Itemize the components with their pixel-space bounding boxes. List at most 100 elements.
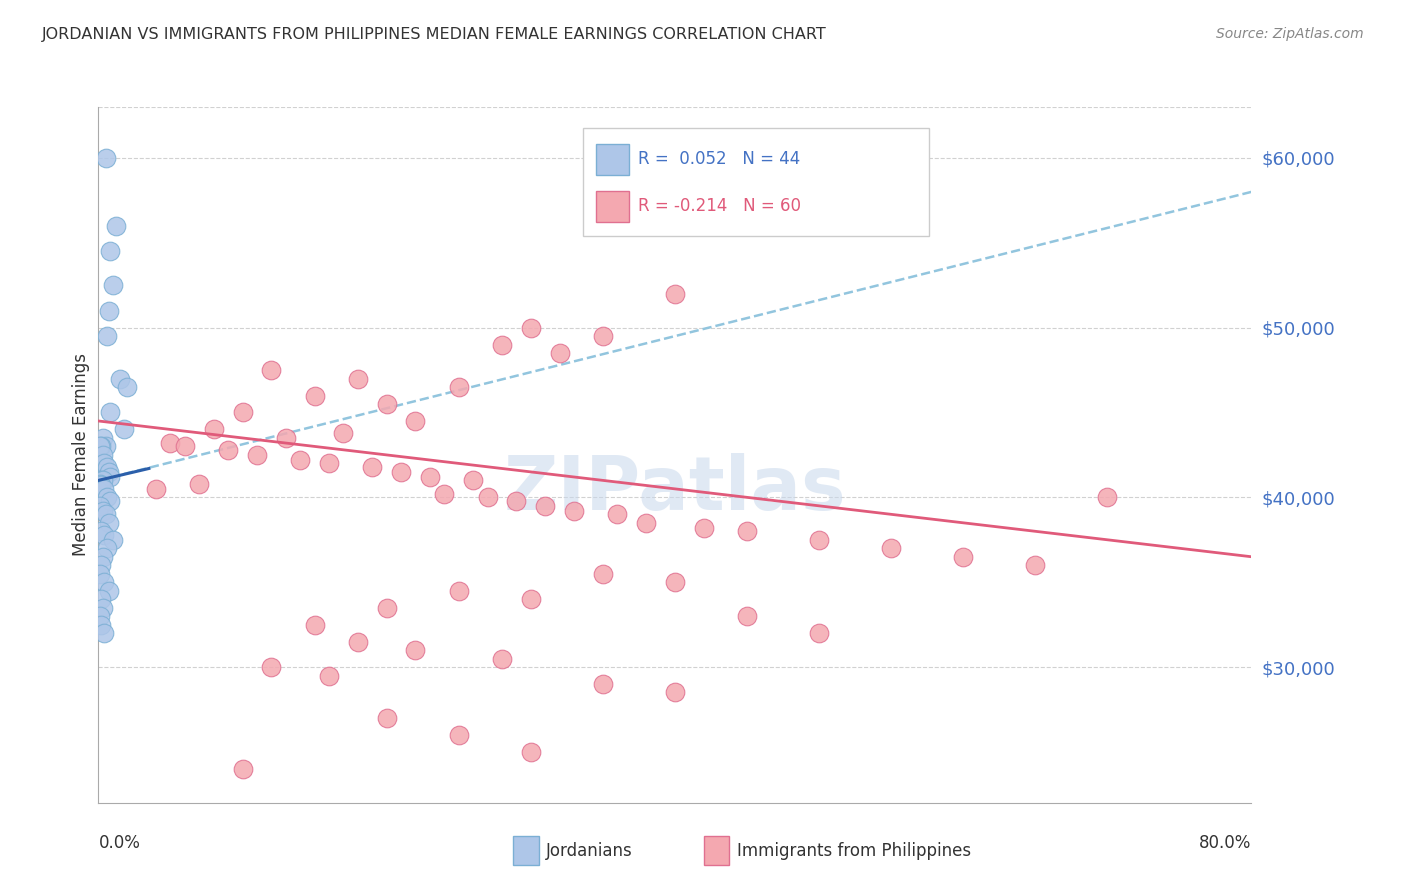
Point <box>97 516 120 530</box>
Point <box>548 346 571 360</box>
Point <box>375 711 398 725</box>
Point <box>94 439 117 453</box>
Point <box>97 465 120 479</box>
Point <box>246 448 269 462</box>
Point <box>318 457 340 471</box>
Point <box>93 527 115 541</box>
Point <box>419 470 441 484</box>
Point <box>101 533 124 547</box>
Text: Immigrants from Philippines: Immigrants from Philippines <box>737 842 972 860</box>
Point <box>1097 491 1119 505</box>
Point <box>90 478 112 492</box>
Point <box>231 405 254 419</box>
Point <box>807 626 830 640</box>
Point <box>96 329 118 343</box>
Point <box>332 425 354 440</box>
Point <box>90 439 112 453</box>
Point <box>90 558 112 573</box>
Point <box>520 320 543 334</box>
Point <box>375 600 398 615</box>
Point <box>693 521 716 535</box>
Point <box>346 634 368 648</box>
Point <box>1024 558 1046 573</box>
Point <box>592 329 614 343</box>
Bar <box>596 191 628 222</box>
Point <box>735 609 758 624</box>
Point <box>108 371 131 385</box>
Point <box>636 516 658 530</box>
Point <box>91 600 114 615</box>
Bar <box>513 836 538 865</box>
Point <box>89 439 111 453</box>
Point <box>94 508 117 522</box>
Point <box>90 592 112 607</box>
Point <box>89 499 111 513</box>
Point <box>606 508 628 522</box>
Point <box>318 668 340 682</box>
Text: R = -0.214   N = 60: R = -0.214 N = 60 <box>638 197 801 215</box>
Point <box>461 474 484 488</box>
Point <box>664 286 686 301</box>
Point <box>880 541 903 556</box>
Point <box>91 474 114 488</box>
Point <box>104 219 127 233</box>
Point <box>93 457 115 471</box>
Point <box>346 371 368 385</box>
Point <box>361 459 384 474</box>
Point <box>304 388 326 402</box>
Point <box>534 499 557 513</box>
Point <box>90 617 112 632</box>
Point <box>117 380 139 394</box>
Text: Source: ZipAtlas.com: Source: ZipAtlas.com <box>1216 27 1364 41</box>
Text: JORDANIAN VS IMMIGRANTS FROM PHILIPPINES MEDIAN FEMALE EARNINGS CORRELATION CHAR: JORDANIAN VS IMMIGRANTS FROM PHILIPPINES… <box>42 27 827 42</box>
Point <box>952 549 974 564</box>
Point <box>520 592 543 607</box>
Point <box>433 487 456 501</box>
Y-axis label: Median Female Earnings: Median Female Earnings <box>72 353 90 557</box>
Point <box>97 303 120 318</box>
Point <box>145 482 167 496</box>
Text: 80.0%: 80.0% <box>1199 834 1251 852</box>
FancyBboxPatch shape <box>582 128 928 235</box>
Point <box>592 677 614 691</box>
Point <box>98 244 121 259</box>
Point <box>389 465 412 479</box>
Point <box>520 745 543 759</box>
Point <box>174 439 197 453</box>
Point <box>101 278 124 293</box>
Point <box>562 504 585 518</box>
Point <box>405 414 427 428</box>
Point <box>97 583 120 598</box>
Point <box>592 566 614 581</box>
Point <box>93 575 115 590</box>
Point <box>231 762 254 776</box>
Point <box>90 474 112 488</box>
Point <box>98 470 121 484</box>
Point <box>290 453 312 467</box>
Text: ZIPatlas: ZIPatlas <box>503 453 846 526</box>
Point <box>447 728 470 742</box>
Point <box>447 380 470 394</box>
Point <box>807 533 830 547</box>
Text: R =  0.052   N = 44: R = 0.052 N = 44 <box>638 150 800 169</box>
Point <box>91 431 114 445</box>
Text: 0.0%: 0.0% <box>98 834 141 852</box>
Point <box>90 524 112 539</box>
Point <box>260 660 283 674</box>
Point <box>217 442 239 457</box>
Point <box>89 566 111 581</box>
Point <box>202 422 225 436</box>
Point <box>405 643 427 657</box>
Point <box>94 151 117 165</box>
Point <box>664 575 686 590</box>
Point <box>98 493 121 508</box>
Point <box>491 337 513 351</box>
Point <box>91 549 114 564</box>
Point <box>505 493 527 508</box>
Point <box>89 609 111 624</box>
Point <box>89 476 111 491</box>
Point <box>91 504 114 518</box>
Point <box>304 617 326 632</box>
Point <box>93 482 115 496</box>
Bar <box>704 836 730 865</box>
